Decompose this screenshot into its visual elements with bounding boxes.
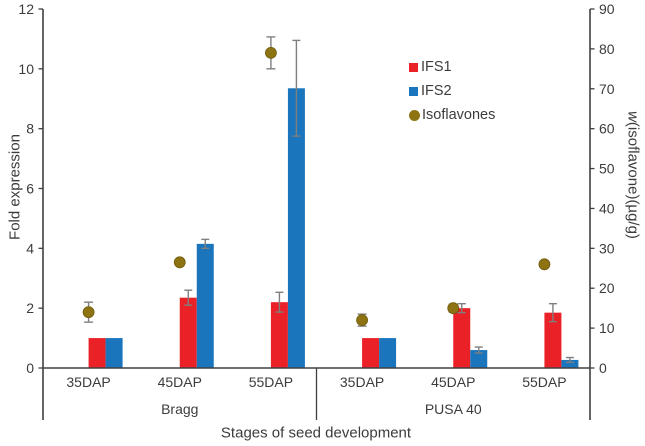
- legend-item-ifs1: IFS1: [409, 58, 495, 76]
- category-tick-label: 55DAP: [249, 374, 293, 390]
- y2-tick-label: 70: [599, 81, 615, 97]
- legend-item-isoflavones: Isoflavones: [409, 106, 495, 124]
- y-tick-label: 2: [26, 300, 34, 316]
- category-tick-label: 45DAP: [431, 374, 475, 390]
- bar-ifs1-55dap: [544, 312, 562, 368]
- y2-tick-label: 60: [599, 121, 615, 137]
- bar-ifs2-35dap: [379, 338, 397, 368]
- category-tick-label: 45DAP: [158, 374, 202, 390]
- legend-item-ifs2: IFS2: [409, 82, 495, 100]
- point-isoflavones-35dap: [82, 306, 95, 319]
- legend-label-isoflavones: Isoflavones: [422, 107, 496, 123]
- secondary-y-axis-title-symbol: w: [624, 111, 642, 122]
- bar-ifs2-45dap: [196, 243, 214, 368]
- y-tick-label: 10: [18, 61, 34, 77]
- y-tick-label: 0: [26, 360, 34, 376]
- y-tick-label: 6: [26, 181, 34, 197]
- legend: IFS1 IFS2 Isoflavones: [409, 58, 495, 124]
- bar-ifs1-45dap: [179, 297, 197, 368]
- legend-label-ifs1: IFS1: [421, 59, 452, 75]
- bar-ifs1-35dap: [362, 338, 380, 368]
- y2-tick-label: 0: [599, 360, 607, 376]
- point-isoflavones-35dap: [356, 314, 368, 327]
- category-tick-label: 35DAP: [340, 374, 384, 390]
- secondary-y-axis-title-units: (isoflavone)(µg/g): [624, 121, 642, 239]
- y-tick-label: 4: [26, 240, 34, 256]
- secondary-y-axis-title: w(isoflavone)(µg/g): [625, 111, 642, 239]
- y2-tick-label: 50: [599, 161, 615, 177]
- y2-tick-label: 20: [599, 280, 615, 296]
- y-axis-title: Fold expression: [6, 134, 24, 240]
- point-isoflavones-55dap: [265, 46, 277, 59]
- bar-ifs2-55dap: [287, 88, 305, 368]
- bar-ifs1-45dap: [453, 308, 471, 368]
- y2-tick-label: 40: [599, 200, 615, 216]
- bar-ifs2-55dap: [561, 359, 579, 368]
- ifs2-swatch-icon: [409, 86, 418, 96]
- isoflavones-swatch-icon: [409, 109, 420, 121]
- bar-ifs1-35dap: [88, 338, 106, 368]
- bar-ifs2-35dap: [105, 338, 123, 368]
- legend-label-ifs2: IFS2: [421, 83, 452, 99]
- y2-tick-label: 80: [599, 41, 615, 57]
- point-isoflavones-45dap: [173, 256, 186, 269]
- point-isoflavones-55dap: [538, 258, 551, 271]
- y2-tick-label: 10: [599, 320, 615, 336]
- x-axis-title: Stages of seed development: [220, 424, 412, 442]
- bar-ifs1-55dap: [270, 302, 288, 368]
- y2-tick-label: 90: [599, 1, 615, 17]
- category-tick-label: 35DAP: [66, 374, 110, 390]
- group-label: PUSA 40: [425, 401, 482, 417]
- ifs1-swatch-icon: [409, 62, 418, 72]
- y-tick-label: 8: [26, 121, 34, 137]
- y-tick-label: 12: [18, 1, 34, 17]
- bar-ifs2-45dap: [470, 350, 488, 368]
- point-isoflavones-45dap: [447, 302, 460, 315]
- group-label: Bragg: [161, 401, 198, 417]
- y2-tick-label: 30: [599, 240, 615, 256]
- category-tick-label: 55DAP: [522, 374, 566, 390]
